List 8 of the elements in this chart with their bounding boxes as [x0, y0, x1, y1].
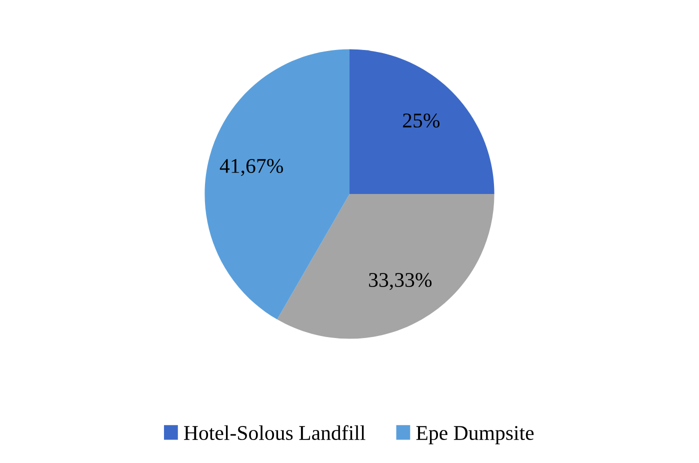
pie-slice	[350, 49, 494, 194]
data-label: 25%	[402, 113, 440, 128]
data-label: 41,67%	[220, 158, 283, 176]
pie-slice	[277, 194, 494, 339]
legend-label: Epe Dumpsite	[416, 426, 534, 444]
data-label: 33,33%	[369, 272, 432, 290]
legend-label: Hotel-Solous Landfill	[184, 425, 366, 440]
pie-slice	[204, 49, 350, 320]
